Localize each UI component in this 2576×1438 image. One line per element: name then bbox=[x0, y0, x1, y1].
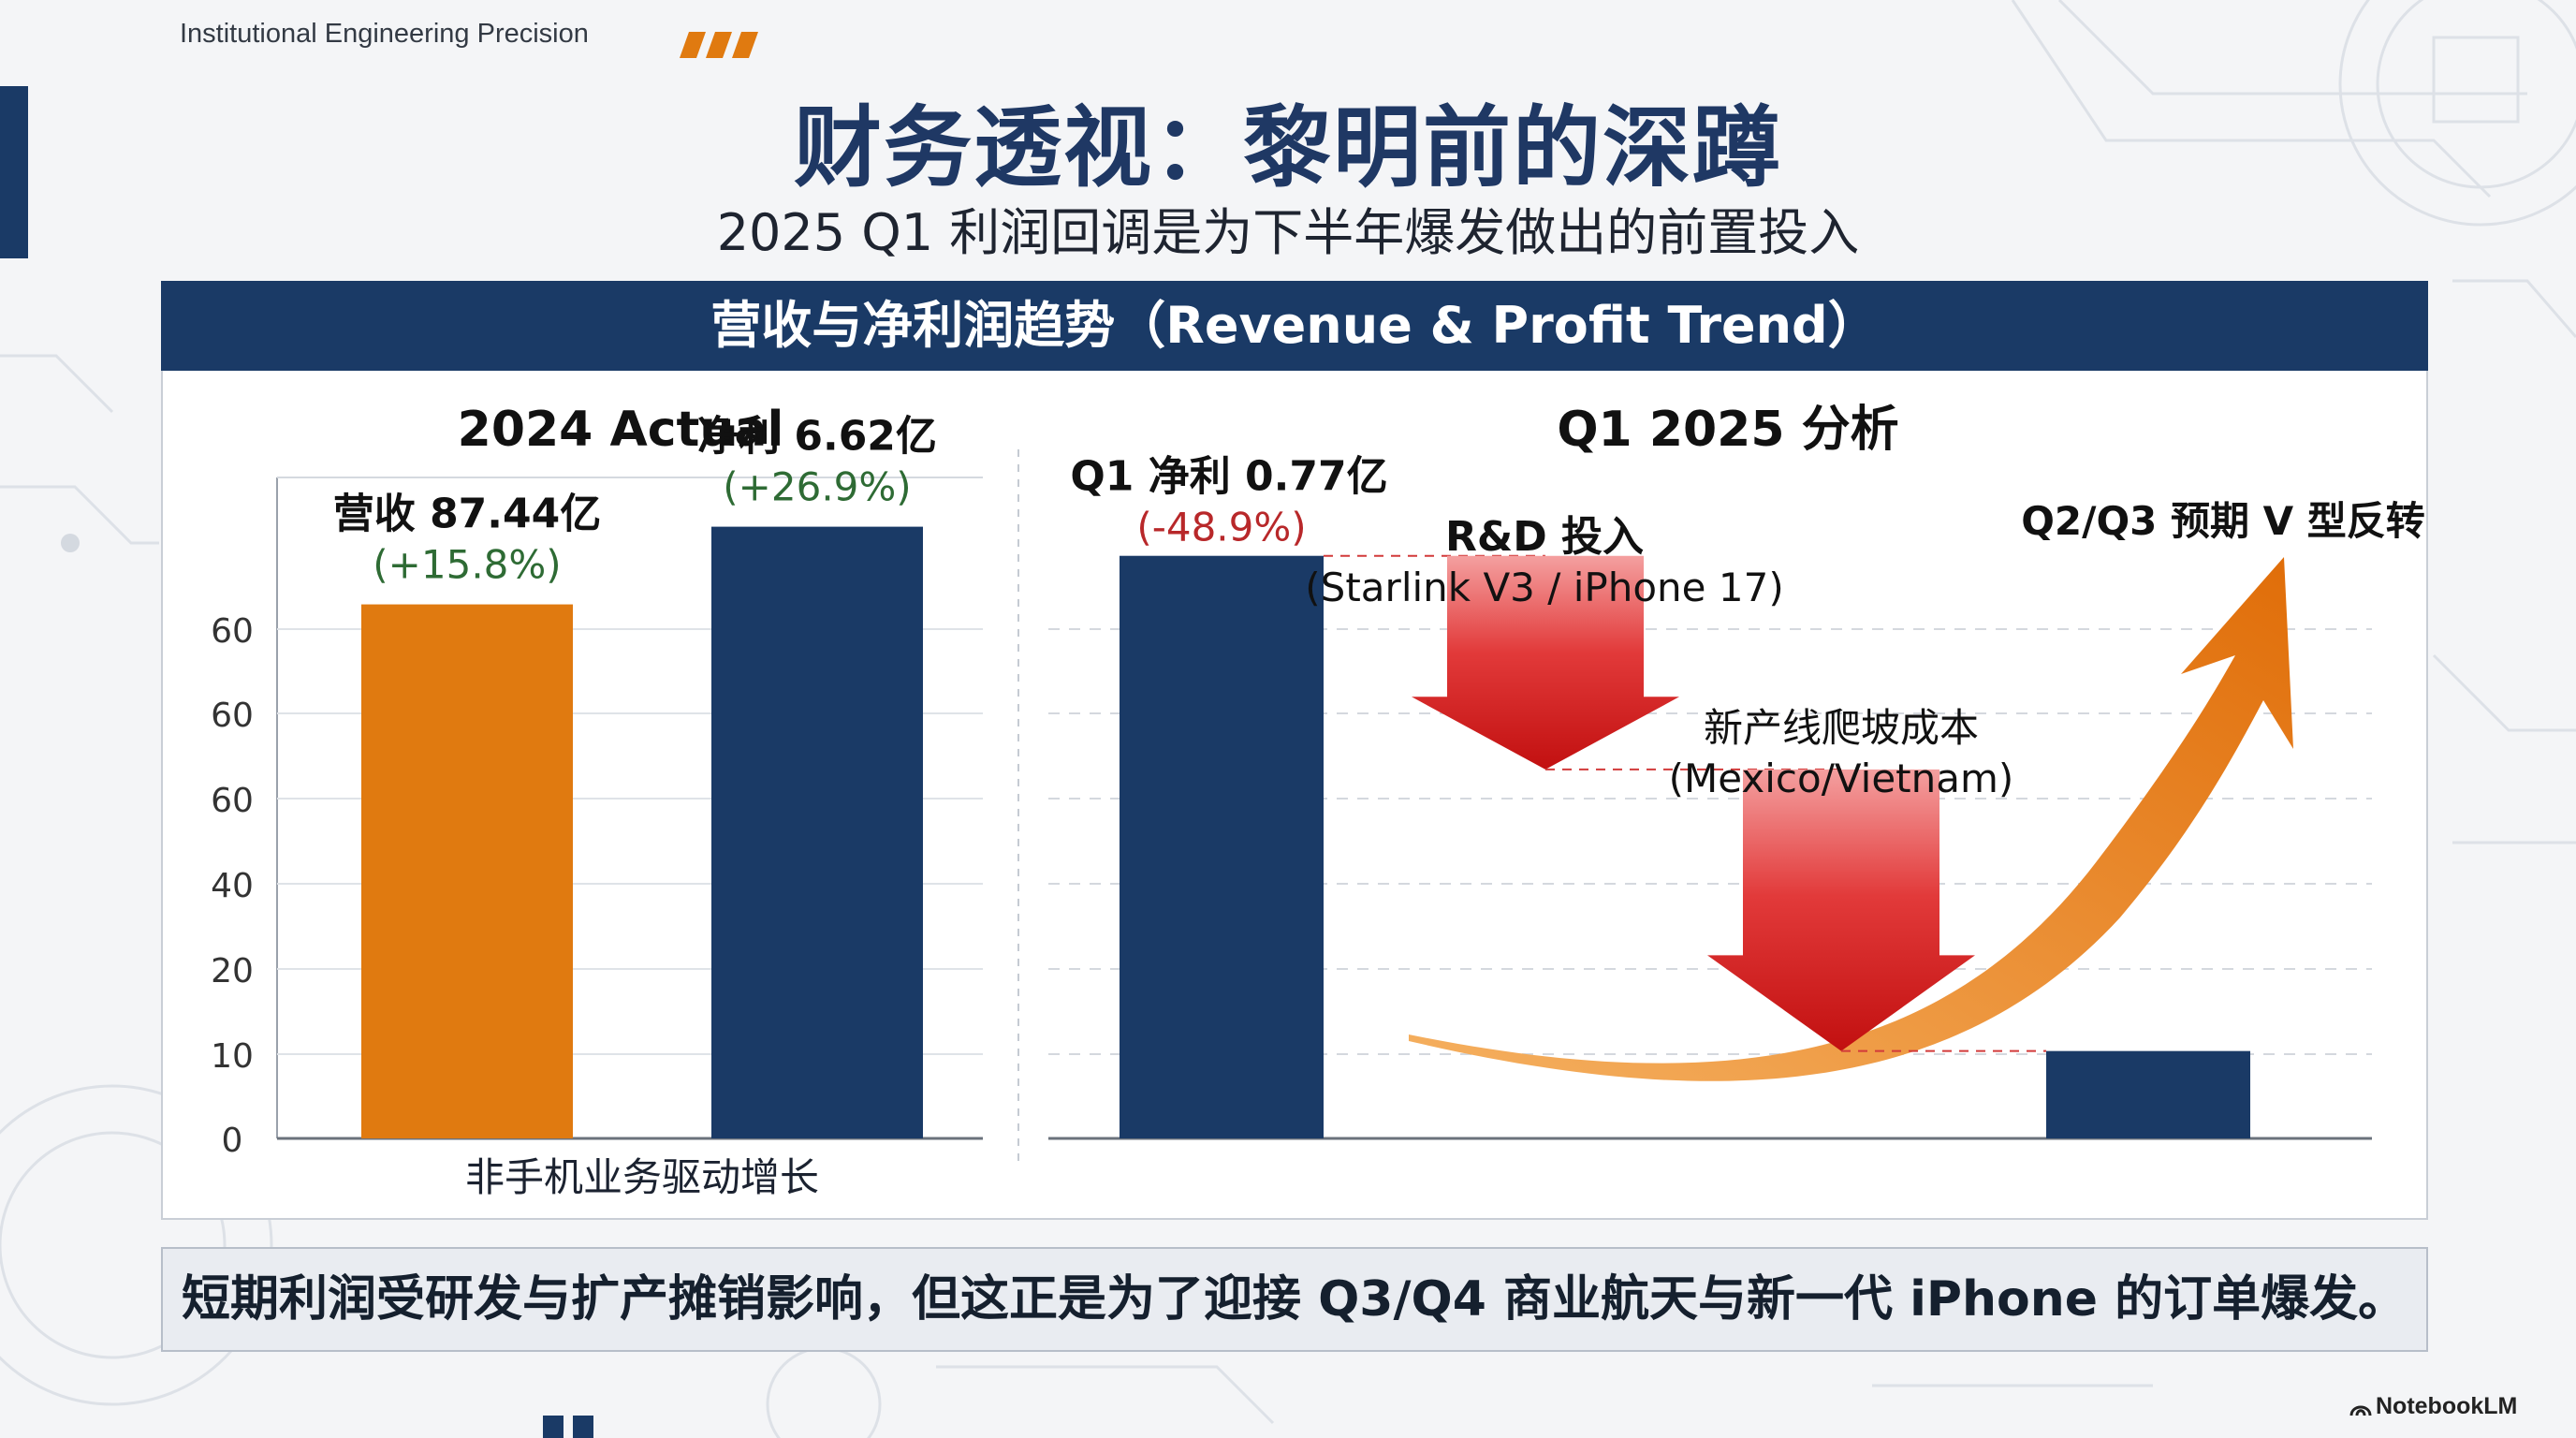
notebooklm-logo: NotebookLM bbox=[2376, 1393, 2518, 1419]
left-bar-label: 净利 6.62亿 bbox=[697, 413, 937, 461]
left-y-tick-label: 60 bbox=[211, 612, 254, 651]
left-y-tick-label: 40 bbox=[211, 867, 254, 905]
brand-tagline: Institutional Engineering Precision bbox=[180, 19, 589, 49]
left-bar-change: (+26.9%) bbox=[723, 464, 911, 510]
v-reversal-label: Q2/Q3 预期 V 型反转 bbox=[2021, 498, 2425, 544]
left-bar bbox=[361, 604, 573, 1138]
right-chart-title: Q1 2025 分析 bbox=[1557, 402, 1898, 458]
left-y-tick-label: 0 bbox=[222, 1122, 243, 1160]
right-bar bbox=[2046, 1050, 2250, 1138]
left-bar bbox=[711, 526, 923, 1138]
left-y-tick-label: 60 bbox=[211, 782, 254, 820]
page-title: 财务透视：黎明前的深蹲 bbox=[793, 97, 1782, 199]
chart-banner: 营收与净利润趋势（Revenue & Profit Trend） bbox=[161, 281, 2428, 371]
notebooklm-logo-icon bbox=[2349, 1405, 2372, 1416]
left-y-tick-label: 10 bbox=[211, 1037, 254, 1076]
waterfall-sublabel: (Mexico/Vietnam) bbox=[1669, 756, 2014, 801]
v-reversal-arrow-icon bbox=[1409, 557, 2293, 1081]
left-x-label: 非手机业务驱动增长 bbox=[465, 1154, 819, 1200]
slash-decoration-icon bbox=[680, 32, 758, 58]
page-subtitle: 2025 Q1 利润回调是为下半年爆发做出的前置投入 bbox=[716, 203, 1860, 262]
waterfall-down-arrow bbox=[1707, 769, 1975, 1051]
right-bar-label: Q1 净利 0.77亿 bbox=[1070, 453, 1387, 501]
left-bar-label: 营收 87.44亿 bbox=[333, 491, 602, 538]
right-bar-change: (-48.9%) bbox=[1136, 505, 1306, 550]
right-bar bbox=[1120, 555, 1324, 1138]
left-accent-bar bbox=[0, 86, 28, 258]
left-y-tick-label: 60 bbox=[211, 697, 254, 735]
summary-box: 短期利润受研发与扩产摊销影响，但这正是为了迎接 Q3/Q4 商业航天与新一代 i… bbox=[161, 1247, 2428, 1352]
waterfall-sublabel: (Starlink V3 / iPhone 17) bbox=[1305, 565, 1783, 610]
left-bar-change: (+15.8%) bbox=[373, 542, 561, 588]
left-chart-title: 2024 Actual bbox=[458, 402, 784, 458]
bottom-bars-icon bbox=[543, 1416, 593, 1438]
waterfall-label: R&D 投入 bbox=[1445, 513, 1644, 561]
waterfall-down-arrow bbox=[1412, 555, 1679, 770]
waterfall-label: 新产线爬坡成本 bbox=[1704, 705, 1979, 751]
left-y-tick-label: 20 bbox=[211, 952, 254, 990]
